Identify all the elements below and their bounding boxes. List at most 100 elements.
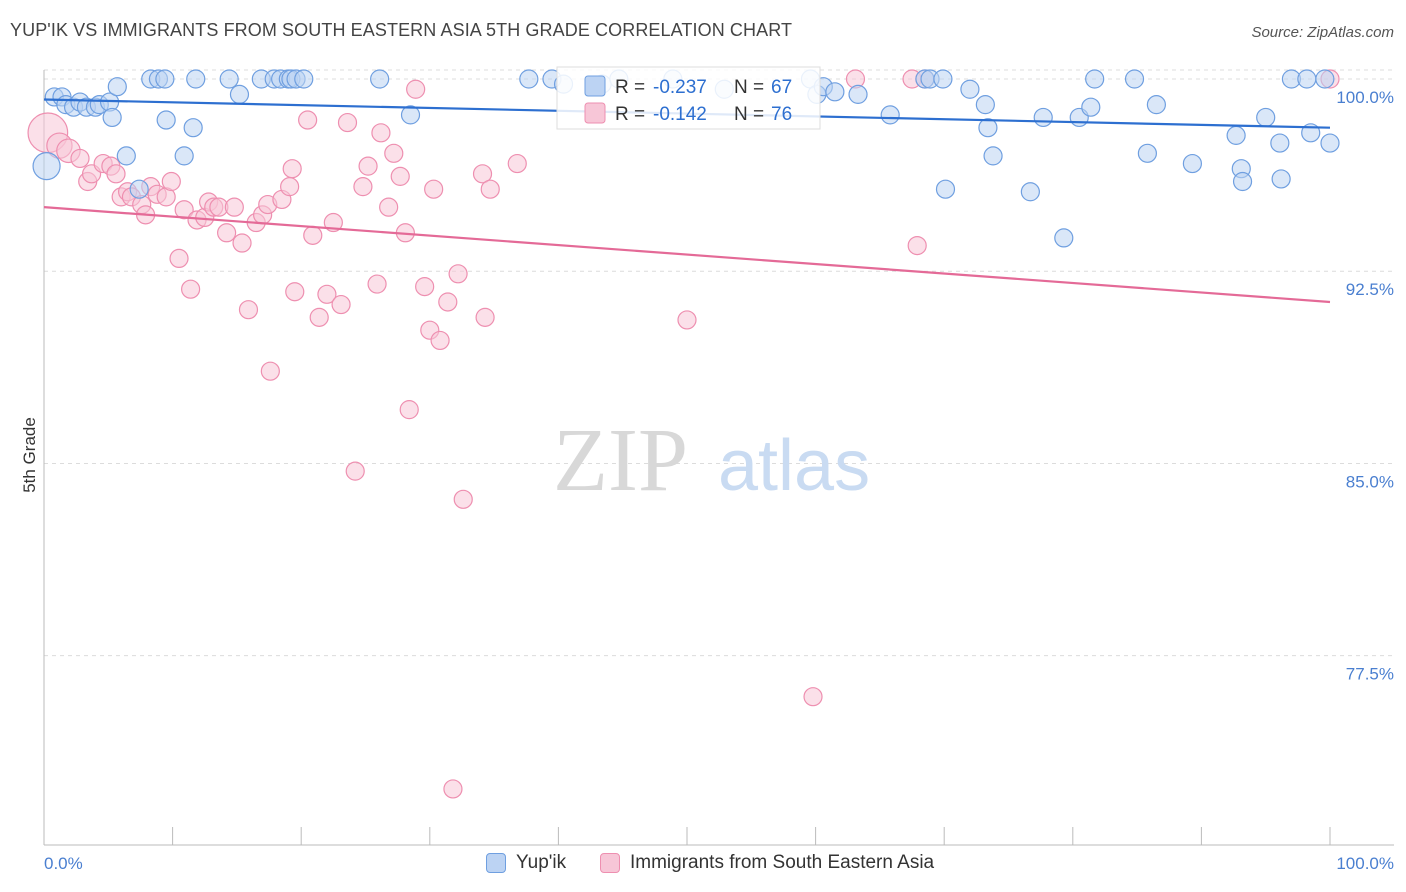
immigrants-point: [285, 282, 305, 302]
yupik-point: [1054, 228, 1074, 248]
immigrants-point: [415, 277, 435, 297]
yupik-point: [370, 69, 390, 89]
yupik-point: [174, 146, 194, 166]
yupik-point: [983, 146, 1003, 166]
immigrants-point: [358, 156, 378, 176]
legend-item-immigrants: Immigrants from South Eastern Asia: [600, 852, 934, 874]
stats-legend-r-label-pink: R =: [615, 104, 650, 125]
immigrants-point: [430, 330, 450, 351]
immigrants-point: [174, 200, 194, 220]
yupik-point: [219, 69, 239, 89]
watermark-zip: ZIP: [553, 411, 688, 510]
yupik-point: [975, 95, 995, 115]
legend-swatch-yupik: [486, 853, 506, 873]
yupik-point: [933, 69, 953, 89]
y-tick-label: 85.0%: [1346, 472, 1394, 491]
immigrants-point: [371, 123, 391, 143]
immigrants-point: [438, 292, 458, 312]
yupik-point: [1270, 133, 1290, 153]
watermark-atlas: atlas: [718, 426, 870, 506]
immigrants-point: [303, 225, 323, 245]
immigrants-point: [677, 310, 697, 330]
yupik-point: [102, 107, 122, 128]
yupik-point: [116, 146, 136, 166]
stats-legend-n-value-pink: 76: [771, 104, 792, 125]
yupik-point: [1182, 153, 1202, 174]
immigrants-point: [224, 197, 244, 217]
immigrants-point: [803, 687, 823, 707]
immigrants-point: [453, 489, 473, 509]
yupik-point: [107, 77, 127, 97]
legend-label-immigrants: Immigrants from South Eastern Asia: [630, 852, 935, 873]
yupik-point: [155, 69, 175, 89]
immigrants-point: [280, 177, 300, 197]
stats-legend-swatch-pink: [584, 102, 606, 124]
immigrants-point: [323, 212, 343, 233]
yupik-point: [1033, 107, 1053, 128]
source-credit: Source: ZipAtlas.com: [1251, 24, 1394, 41]
legend-swatch-immigrants: [600, 853, 620, 873]
immigrants-point: [480, 179, 500, 199]
immigrants-point: [298, 110, 318, 130]
yupik-point: [519, 69, 539, 89]
yupik-point: [1085, 69, 1105, 89]
yupik-point: [1124, 69, 1145, 89]
yupik-point: [32, 152, 61, 181]
yupik-point: [294, 69, 314, 89]
immigrants-point: [345, 461, 365, 481]
yupik-point: [229, 84, 250, 104]
stats-legend: R = -0.237 N = 67 R = -0.142 N = 76: [556, 66, 821, 130]
yupik-point: [848, 84, 868, 104]
stats-legend-n-label-pink: N =: [734, 104, 769, 125]
legend-label-yupik: Yup'ik: [516, 852, 567, 873]
yupik-point: [978, 118, 998, 138]
yupik-point: [935, 179, 956, 199]
immigrants-point: [181, 279, 201, 299]
immigrants-point: [106, 164, 126, 184]
stats-legend-r-label-blue: R =: [615, 77, 650, 98]
immigrants-point: [507, 153, 527, 174]
immigrants-point: [70, 148, 90, 169]
axes: [43, 70, 1394, 846]
x-tick-label-max: 100.0%: [1336, 854, 1394, 873]
stats-legend-r-value-blue: -0.237: [653, 77, 707, 98]
x-tick-label-min: 0.0%: [44, 854, 83, 873]
x-tick-labels: 0.0% 100.0%: [44, 854, 1394, 873]
y-tick-label: 100.0%: [1336, 88, 1394, 107]
immigrants-point: [379, 197, 399, 217]
yupik-point: [156, 110, 176, 130]
yupik-point: [1232, 171, 1253, 192]
stats-legend-n-value-blue: 67: [771, 77, 792, 98]
immigrants-trend-line: [43, 206, 1331, 304]
immigrants-point: [399, 400, 419, 420]
immigrants-point: [161, 171, 181, 192]
yupik-point: [1081, 97, 1101, 117]
immigrants-point: [169, 248, 189, 269]
yupik-point: [1226, 125, 1246, 145]
yupik-point: [129, 179, 149, 199]
immigrants-point: [390, 166, 410, 186]
yupik-point: [400, 105, 421, 125]
immigrants-point: [448, 264, 468, 284]
immigrants-point: [232, 233, 252, 253]
immigrants-point: [475, 307, 495, 327]
y-axis-title: 5th Grade: [20, 417, 39, 493]
stats-legend-swatch-blue: [584, 75, 606, 97]
yupik-point: [1020, 182, 1040, 202]
series-legend: Yup'ik Immigrants from South Eastern Asi…: [0, 852, 1406, 878]
immigrants-point: [384, 143, 404, 163]
yupik-point: [1297, 69, 1317, 89]
yupik-point: [880, 105, 900, 125]
legend-item-yupik: Yup'ik: [486, 852, 566, 874]
immigrants-point: [907, 235, 927, 256]
yupik-point: [1320, 133, 1340, 153]
immigrants-point: [443, 779, 463, 799]
yupik-point: [1256, 107, 1276, 128]
stats-legend-n-label-blue: N =: [734, 77, 769, 98]
immigrants-point: [238, 300, 259, 320]
yupik-point: [1137, 143, 1157, 163]
y-tick-labels: 100.0% 92.5% 85.0% 77.5%: [1336, 88, 1394, 684]
yupik-point: [1271, 169, 1291, 189]
watermark: ZIP atlas: [553, 411, 870, 510]
